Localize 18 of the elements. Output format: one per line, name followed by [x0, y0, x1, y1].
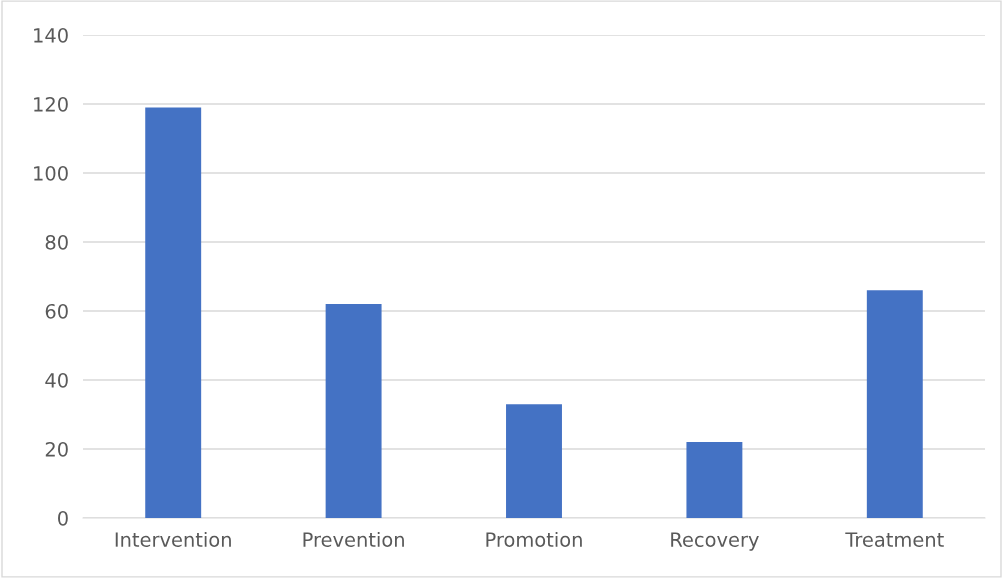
- y-tick-label: 60: [45, 303, 68, 319]
- bar: [506, 404, 562, 518]
- bar: [145, 107, 202, 518]
- x-tick-label: Promotion: [486, 531, 582, 547]
- y-tick-label: 20: [45, 441, 68, 457]
- bar: [866, 290, 923, 518]
- y-tick-label: 120: [34, 96, 68, 112]
- y-tick-label: 80: [45, 234, 68, 250]
- x-tick-label: Recovery: [671, 532, 759, 551]
- bar: [325, 304, 382, 518]
- x-tick-label: Intervention: [115, 531, 231, 547]
- x-tick-label: Prevention: [303, 531, 404, 547]
- bar: [686, 442, 743, 518]
- y-tick-label: 140: [34, 27, 68, 43]
- y-tick-label: 40: [45, 372, 68, 388]
- y-tick-label: 0: [58, 510, 68, 526]
- x-tick-label: Treatment: [845, 532, 944, 547]
- y-tick-label: 100: [34, 165, 68, 181]
